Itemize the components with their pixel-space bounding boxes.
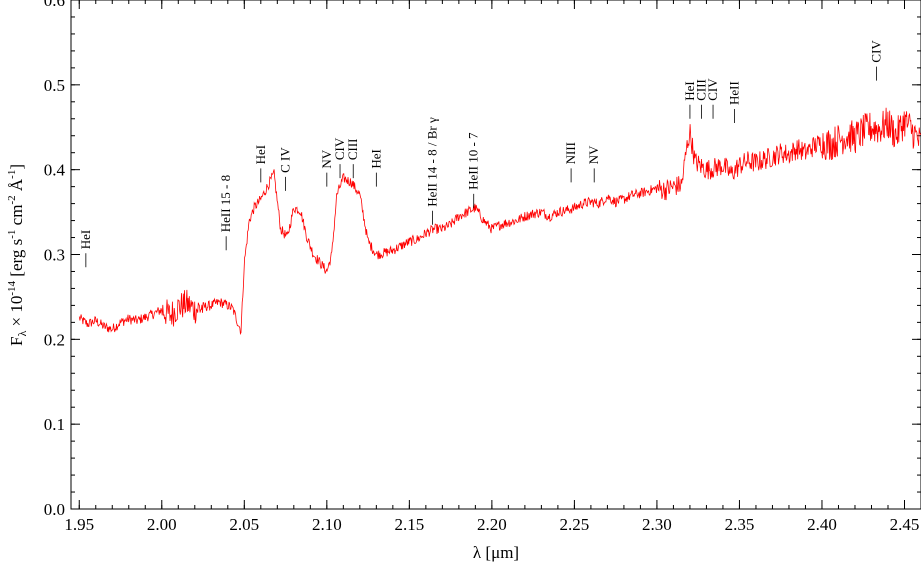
y-tick-label: 0.6 bbox=[44, 0, 65, 10]
x-tick-label: 2.45 bbox=[890, 515, 920, 534]
x-tick-label: 2.40 bbox=[807, 515, 837, 534]
y-tick-label: 0.3 bbox=[44, 246, 65, 265]
annotation-label: NV bbox=[586, 145, 601, 164]
x-tick-label: 2.00 bbox=[147, 515, 177, 534]
annotation-label: HeI bbox=[78, 230, 93, 250]
annotation-label: CIV bbox=[705, 78, 720, 101]
y-tick-label: 0.0 bbox=[44, 500, 65, 519]
x-tick-label: 2.05 bbox=[229, 515, 259, 534]
y-axis-title: Fλ × 10-14 [erg s-1 cm-2 Å-1] bbox=[6, 164, 29, 346]
x-axis-title: λ [μm] bbox=[473, 543, 519, 562]
annotation-label: CIV bbox=[868, 40, 883, 63]
annotation-label: NV bbox=[319, 149, 334, 168]
x-tick-label: 2.20 bbox=[477, 515, 507, 534]
annotation-label: HeII bbox=[726, 81, 741, 105]
y-tick-label: 0.2 bbox=[44, 330, 65, 349]
y-tick-label: 0.4 bbox=[44, 161, 66, 180]
axis-ticks bbox=[71, 0, 921, 510]
annotation-label: HeII 14 - 8 / Br γ bbox=[424, 117, 439, 207]
plot-frame bbox=[70, 0, 921, 510]
y-tick-label: 0.5 bbox=[44, 76, 65, 95]
annotation-label: CIII bbox=[693, 79, 708, 101]
y-tick-label: 0.1 bbox=[44, 415, 65, 434]
x-tick-label: 2.30 bbox=[642, 515, 672, 534]
annotation-label: CIV bbox=[332, 137, 347, 160]
x-tick-label: 2.10 bbox=[312, 515, 342, 534]
x-tick-label: 2.35 bbox=[725, 515, 755, 534]
x-tick-label: 2.15 bbox=[394, 515, 424, 534]
annotation-label: HeI bbox=[253, 145, 268, 165]
annotation-label: HeII 15 - 8 bbox=[218, 175, 233, 232]
axis-tick-labels: 1.95 2.00 2.05 2.10 2.15 2.20 2.25 2.30 2.35 2.40… bbox=[44, 0, 920, 534]
annotation-label: C IV bbox=[278, 147, 293, 173]
annotation-label: HeII 10 - 7 bbox=[466, 132, 481, 190]
spectrum-line bbox=[78, 107, 921, 336]
x-tick-label: 2.25 bbox=[560, 515, 590, 534]
annotation-label: HeI bbox=[368, 149, 383, 169]
x-tick-label: 1.95 bbox=[64, 515, 94, 534]
annotation-label: HeI bbox=[682, 81, 697, 101]
annotation-label: CIII bbox=[345, 138, 360, 160]
annotation-label: NIII bbox=[563, 142, 578, 164]
